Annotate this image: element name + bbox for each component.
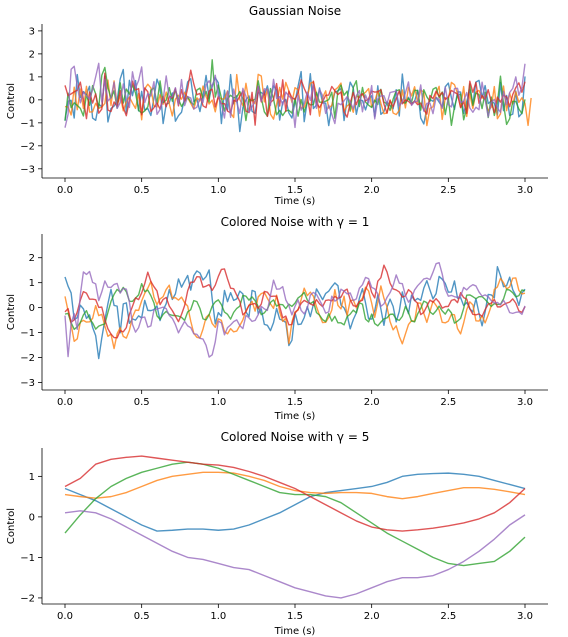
x-tick-label: 0.0 (57, 611, 73, 622)
y-axis-label: Control (6, 83, 17, 119)
x-axis-label: Time (s) (274, 411, 316, 422)
series-line-4 (64, 264, 526, 339)
series-line-2 (64, 471, 526, 500)
y-tick-label: 0 (29, 512, 35, 523)
y-tick-label: 0 (29, 303, 35, 314)
x-tick-label: 2.5 (440, 397, 456, 408)
y-tick-label: 0 (29, 95, 35, 106)
x-tick-label: 2.0 (364, 397, 380, 408)
y-tick-label: −2 (20, 593, 35, 604)
x-tick-label: 2.0 (364, 185, 380, 196)
x-axis-label: Time (s) (274, 626, 316, 637)
x-tick-label: 0.5 (134, 185, 150, 196)
chart-panel-1: Gaussian Noise 0.0 0.5 1.0 1.5 2.0 2.5 3.0 −3 −2 −… (6, 4, 548, 207)
chart-title: Colored Noise with γ = 1 (221, 215, 370, 229)
y-axis-label: Control (6, 294, 17, 330)
x-tick-label: 3.0 (517, 611, 533, 622)
series-group (64, 59, 532, 133)
y-tick-label: 1 (29, 278, 35, 289)
x-tick-label: 2.5 (440, 611, 456, 622)
x-tick-label: 1.5 (287, 611, 303, 622)
x-axis-label: Time (s) (274, 196, 316, 207)
x-tick-label: 3.0 (517, 185, 533, 196)
y-tick-label: −1 (20, 553, 35, 564)
series-line-3 (64, 461, 526, 567)
series-line-5 (64, 62, 526, 129)
y-tick-label: 1 (29, 72, 35, 83)
series-group (64, 262, 526, 360)
y-tick-label: −2 (20, 141, 35, 152)
y-tick-label: −1 (20, 328, 35, 339)
x-tick-label: 1.0 (210, 185, 226, 196)
series-line-5 (64, 510, 526, 599)
y-tick-label: 2 (29, 253, 35, 264)
chart-title: Colored Noise with γ = 5 (221, 430, 370, 444)
chart-panel-2: Colored Noise with γ = 1 0.0 0.5 1.0 1.5 2.0 2… (6, 215, 548, 422)
series-line-5 (64, 262, 526, 358)
y-tick-label: −3 (20, 164, 35, 175)
x-tick-label: 1.0 (210, 397, 226, 408)
series-line-2 (64, 277, 526, 350)
series-line-4 (64, 69, 526, 126)
chart-panel-3: Colored Noise with γ = 5 0.0 0.5 1.0 1.5 2.0 2… (6, 430, 548, 637)
series-group (64, 455, 526, 599)
y-tick-label: −1 (20, 118, 35, 129)
series-line-1 (64, 472, 526, 532)
x-tick-label: 0.0 (57, 185, 73, 196)
y-tick-label: −3 (20, 378, 35, 389)
x-tick-label: 1.5 (287, 397, 303, 408)
x-tick-label: 3.0 (517, 397, 533, 408)
y-tick-label: 1 (29, 472, 35, 483)
x-tick-label: 0.5 (134, 611, 150, 622)
series-line-4 (64, 455, 526, 532)
x-tick-label: 2.5 (440, 185, 456, 196)
x-tick-label: 0.0 (57, 397, 73, 408)
y-tick-label: 3 (29, 26, 35, 37)
chart-title: Gaussian Noise (249, 4, 341, 18)
y-tick-label: 2 (29, 49, 35, 60)
x-tick-label: 2.0 (364, 611, 380, 622)
y-axis-label: Control (6, 508, 17, 544)
y-tick-label: −2 (20, 353, 35, 364)
x-tick-label: 0.5 (134, 397, 150, 408)
x-tick-label: 1.5 (287, 185, 303, 196)
x-tick-label: 1.0 (210, 611, 226, 622)
series-line-3 (64, 282, 526, 331)
